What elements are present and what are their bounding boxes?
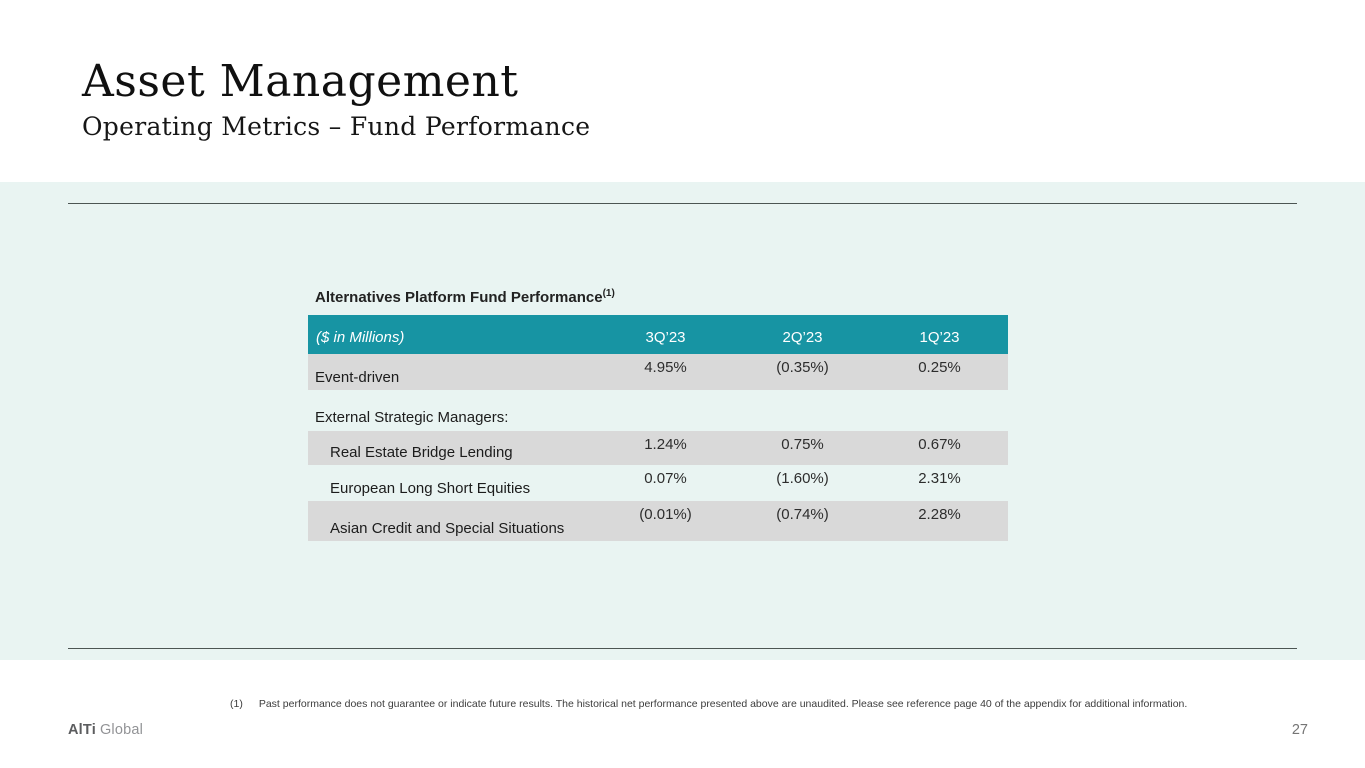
row-value: 0.75% <box>781 436 824 453</box>
divider-bottom <box>68 648 1297 649</box>
table-title-text: Alternatives Platform Fund Performance <box>315 289 603 306</box>
divider-top <box>68 203 1297 204</box>
table-header-row: ($ in Millions) 3Q’23 2Q’23 1Q’23 <box>308 315 1008 354</box>
row-label: Event-driven <box>315 369 400 386</box>
column-header-1q23: 1Q’23 <box>919 329 960 346</box>
table-row-asian-credit-special-situations: Asian Credit and Special Situations (0.0… <box>308 501 1008 541</box>
row-value: 2.31% <box>918 470 961 487</box>
row-value: 1.24% <box>644 436 687 453</box>
brand-logo-light: Global <box>99 722 144 738</box>
footnote-text: Past performance does not guarantee or i… <box>258 698 1188 710</box>
row-label: European Long Short Equities <box>330 480 531 497</box>
page-number: 27 <box>1291 722 1308 738</box>
footnote: (1) Past performance does not guarantee o… <box>230 698 1187 710</box>
slide-title: Asset Management <box>82 56 519 107</box>
row-value: 4.95% <box>644 359 687 376</box>
table-title: Alternatives Platform Fund Performance(1… <box>315 288 1008 306</box>
row-value: 0.07% <box>644 470 687 487</box>
row-value: (0.35%) <box>776 359 829 376</box>
brand-logo: AlTi Global <box>68 722 143 738</box>
row-label: Asian Credit and Special Situations <box>330 520 565 537</box>
table-row-event-driven: Event-driven 4.95% (0.35%) 0.25% <box>308 354 1008 390</box>
row-value: 2.28% <box>918 506 961 523</box>
row-value: 0.67% <box>918 436 961 453</box>
table-row-real-estate-bridge-lending: Real Estate Bridge Lending 1.24% 0.75% 0… <box>308 431 1008 465</box>
section-label: External Strategic Managers: <box>315 409 509 426</box>
table-title-footnote-ref: (1) <box>602 288 615 299</box>
title-block: Asset Management Operating Metrics – Fun… <box>82 56 591 142</box>
row-value: (0.01%) <box>639 506 692 523</box>
slide-subtitle: Operating Metrics – Fund Performance <box>82 112 591 142</box>
unit-label: ($ in Millions) <box>316 329 405 346</box>
row-label: Real Estate Bridge Lending <box>330 444 513 461</box>
content-panel <box>0 182 1365 660</box>
brand-logo-bold: AlTi <box>68 722 96 738</box>
row-value: (1.60%) <box>776 470 829 487</box>
footnote-ref: (1) <box>230 698 243 710</box>
table-row-european-long-short-equities: European Long Short Equities 0.07% (1.60… <box>308 465 1008 501</box>
column-header-2q23: 2Q’23 <box>782 329 823 346</box>
row-value: (0.74%) <box>776 506 829 523</box>
fund-performance-table: Alternatives Platform Fund Performance(1… <box>308 288 1008 541</box>
table-section-row-external-strategic-managers: External Strategic Managers: <box>308 390 1008 431</box>
column-header-3q23: 3Q’23 <box>645 329 686 346</box>
row-value: 0.25% <box>918 359 961 376</box>
